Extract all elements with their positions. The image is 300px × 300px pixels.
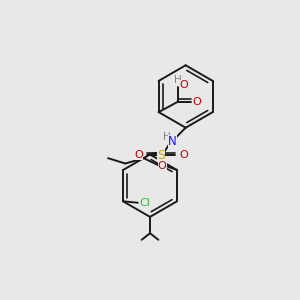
Text: N: N [168,135,177,148]
Text: H: H [174,75,182,85]
Text: Cl: Cl [140,198,150,208]
Text: O: O [192,97,201,107]
Text: H: H [163,132,171,142]
Text: O: O [134,150,143,160]
Text: O: O [158,160,167,171]
Text: O: O [179,80,188,90]
Text: S: S [157,149,165,162]
Text: O: O [179,150,188,160]
